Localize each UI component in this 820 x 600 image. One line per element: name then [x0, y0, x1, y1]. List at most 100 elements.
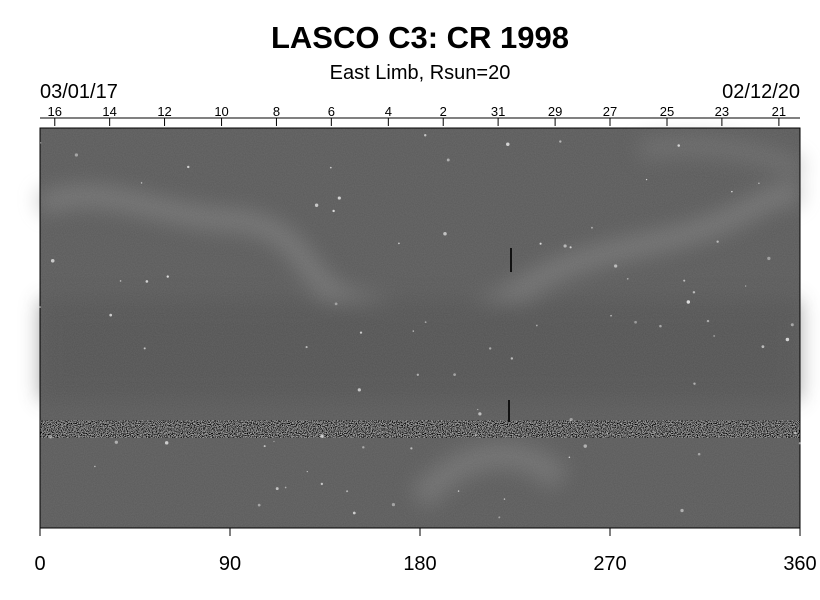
top-tick-label: 21: [772, 104, 786, 119]
star-dot: [391, 503, 396, 507]
star-dot: [416, 373, 419, 376]
star-dot: [697, 452, 701, 456]
synoptic-image: [35, 127, 805, 529]
star-dot: [164, 441, 169, 445]
star-dot: [74, 153, 78, 157]
star-dot: [569, 418, 573, 422]
star-dot: [692, 291, 696, 294]
x-tick-label: 270: [593, 553, 626, 575]
star-dot: [539, 242, 542, 245]
star-dot: [109, 313, 113, 317]
star-dot: [410, 447, 413, 450]
star-dot: [332, 209, 335, 213]
star-dot: [446, 158, 450, 162]
star-dot: [320, 434, 324, 438]
star-dot: [119, 280, 122, 282]
star-dot: [187, 165, 190, 169]
star-dot: [750, 434, 752, 436]
star-dot: [424, 321, 427, 324]
star-dot: [284, 486, 287, 489]
star-dot: [569, 246, 572, 249]
star-dot: [305, 346, 308, 349]
star-dot: [477, 408, 479, 411]
star-dot: [610, 314, 612, 317]
star-dot: [94, 465, 96, 468]
star-dot: [653, 431, 655, 433]
star-dot: [677, 144, 680, 147]
star-dot: [716, 240, 719, 243]
x-tick-label: 360: [783, 553, 816, 575]
top-tick-label: 4: [385, 104, 392, 119]
star-dot: [424, 134, 427, 137]
star-dot: [257, 503, 261, 507]
top-tick-label: 14: [102, 104, 116, 119]
star-dot: [166, 275, 169, 278]
star-dot: [583, 444, 587, 448]
star-dot: [314, 203, 319, 207]
star-dot: [591, 226, 593, 229]
star-dot: [275, 487, 279, 491]
star-dot: [713, 335, 715, 337]
star-dot: [478, 412, 482, 416]
x-tick-label: 180: [403, 553, 436, 575]
star-dot: [359, 331, 363, 334]
x-tick-label: 90: [219, 553, 241, 575]
star-dot: [794, 431, 797, 435]
star-dot: [352, 511, 356, 515]
star-dot: [412, 330, 415, 332]
star-dot: [785, 337, 790, 342]
star-dot: [659, 324, 662, 328]
star-dot: [362, 446, 365, 449]
star-dot: [140, 182, 143, 184]
star-dot: [744, 285, 747, 287]
star-dot: [686, 300, 691, 304]
chart-title: LASCO C3: CR 1998: [271, 20, 569, 55]
star-dot: [706, 319, 710, 323]
top-tick-label: 16: [48, 104, 62, 119]
star-dot: [606, 432, 608, 435]
star-dot: [337, 196, 341, 200]
top-tick-label: 2: [440, 104, 447, 119]
star-dot: [457, 490, 460, 492]
star-dot: [114, 440, 118, 444]
x-tick-label: 0: [34, 553, 45, 575]
star-dot: [510, 357, 514, 360]
star-dot: [790, 323, 794, 327]
top-tick-label: 6: [328, 104, 335, 119]
top-tick-label: 10: [214, 104, 228, 119]
star-dot: [49, 435, 53, 439]
star-dot: [559, 140, 562, 143]
star-dot: [346, 490, 349, 493]
top-tick-label: 12: [157, 104, 171, 119]
star-dot: [498, 516, 501, 519]
star-dot: [39, 306, 42, 309]
top-tick-label: 23: [715, 104, 729, 119]
star-dot: [306, 470, 308, 473]
star-dot: [683, 279, 686, 282]
star-dot: [731, 190, 733, 193]
star-dot: [489, 347, 492, 350]
star-dot: [453, 373, 456, 377]
start-date: 03/01/17: [40, 81, 118, 103]
star-dot: [563, 244, 567, 248]
star-dot: [798, 442, 801, 445]
star-dot: [443, 232, 447, 236]
star-dot: [263, 445, 266, 448]
star-dot: [645, 178, 648, 181]
star-dot: [143, 347, 146, 350]
star-dot: [568, 456, 571, 459]
top-tick-label: 25: [660, 104, 674, 119]
top-tick-label: 29: [548, 104, 562, 119]
star-dot: [320, 482, 324, 486]
star-dot: [758, 182, 760, 184]
star-dot: [627, 278, 629, 280]
star-dot: [357, 388, 361, 392]
star-dot: [506, 142, 510, 146]
end-date: 02/12/20: [722, 81, 800, 103]
top-tick-label: 27: [603, 104, 617, 119]
star-dot: [398, 242, 400, 245]
star-dot: [329, 166, 332, 169]
star-dot: [334, 302, 338, 306]
star-dot: [503, 498, 506, 500]
